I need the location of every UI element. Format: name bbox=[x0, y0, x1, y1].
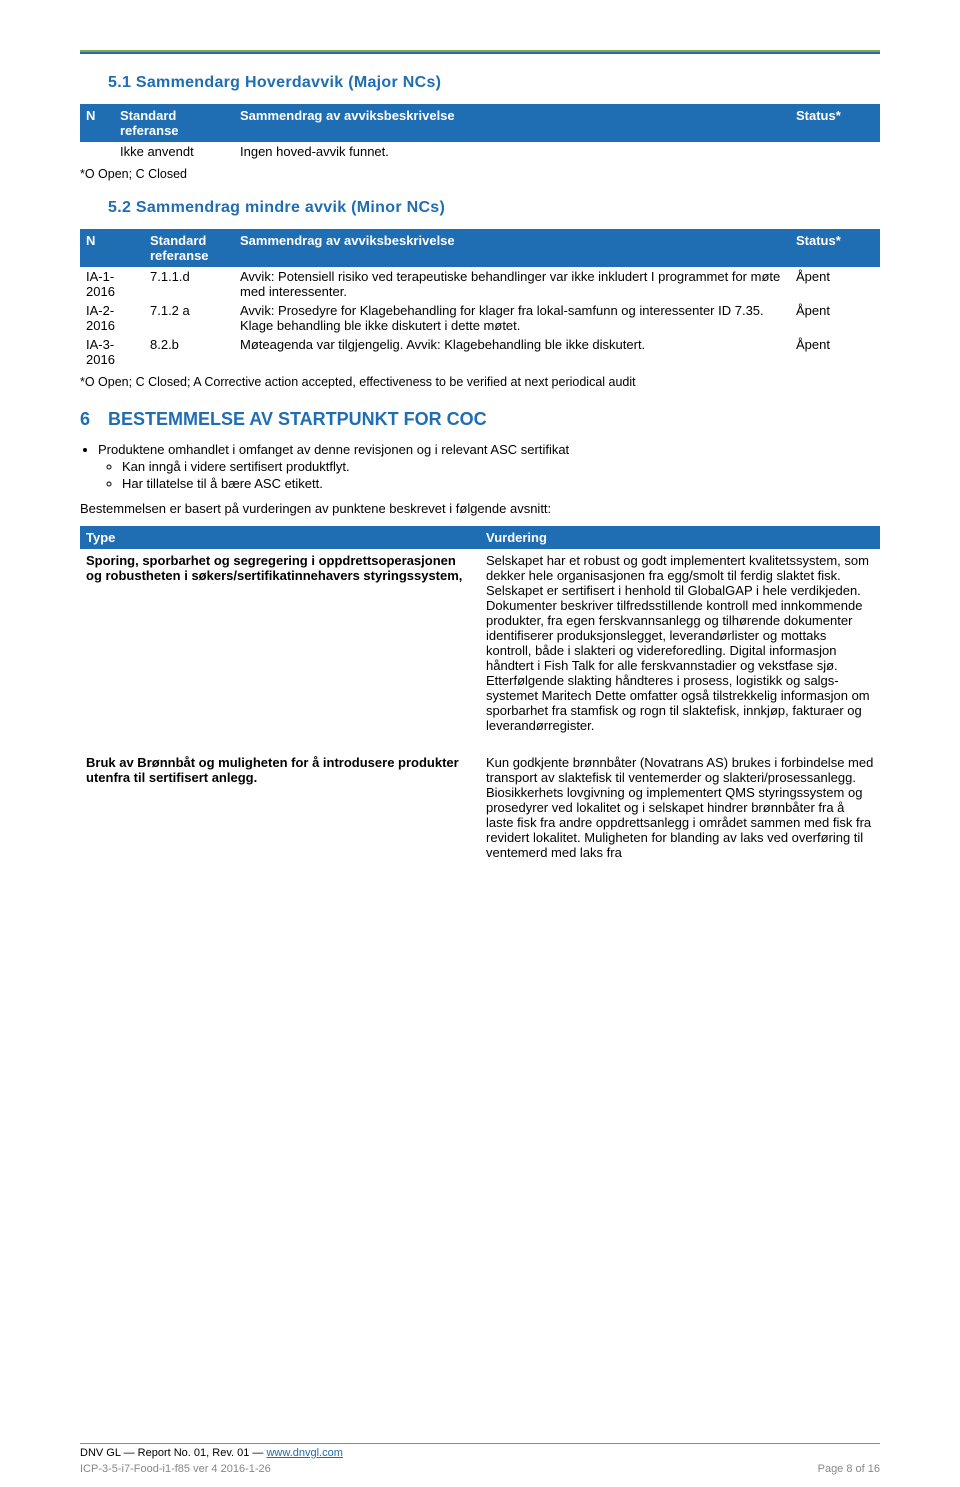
th-ref: Standard referanse bbox=[144, 229, 234, 267]
th-status: Status* bbox=[790, 104, 880, 142]
th-ref: Standard referanse bbox=[114, 104, 234, 142]
th-n: N bbox=[80, 104, 114, 142]
cell-ref: 7.1.2 a bbox=[144, 301, 234, 335]
para-assessment-intro: Bestemmelsen er basert på vurderingen av… bbox=[80, 501, 880, 516]
cell-status: Åpent bbox=[790, 267, 880, 301]
footer-link[interactable]: www.dnvgl.com bbox=[266, 1447, 342, 1459]
cell-ref: Ikke anvendt bbox=[114, 142, 234, 161]
cell-status: Åpent bbox=[790, 301, 880, 335]
table-assessment: Type Vurdering Sporing, sporbarhet og se… bbox=[80, 526, 880, 864]
assess-label: Sporing, sporbarhet og segregering i opp… bbox=[80, 549, 480, 737]
heading-6: 6BESTEMMELSE AV STARTPUNKT FOR COC bbox=[80, 409, 880, 430]
footer-doc-id: ICP-3-5-i7-Food-i1-f85 ver 4 2016-1-26 bbox=[80, 1463, 271, 1475]
footnote-51: *O Open; C Closed bbox=[80, 167, 880, 181]
cell-status bbox=[790, 142, 880, 161]
table-row: IA-1-2016 7.1.1.d Avvik: Potensiell risi… bbox=[80, 267, 880, 301]
footer-page-number: Page 8 of 16 bbox=[818, 1463, 880, 1475]
assess-label: Bruk av Brønnbåt og muligheten for å int… bbox=[80, 751, 480, 864]
list-item: Produktene omhandlet i omfanget av denne… bbox=[98, 442, 880, 491]
table-major-ncs: N Standard referanse Sammendrag av avvik… bbox=[80, 104, 880, 161]
bullet-list: Produktene omhandlet i omfanget av denne… bbox=[80, 442, 880, 491]
table-minor-ncs: N Standard referanse Sammendrag av avvik… bbox=[80, 229, 880, 369]
heading-6-num: 6 bbox=[80, 409, 108, 430]
th-type: Type bbox=[80, 526, 480, 549]
page: 5.1 Sammendarg Hoverdavvik (Major NCs) N… bbox=[0, 0, 960, 1487]
spacer bbox=[80, 737, 880, 751]
cell-desc: Avvik: Prosedyre for Klagebehandling for… bbox=[234, 301, 790, 335]
th-status: Status* bbox=[790, 229, 880, 267]
list-item: Har tillatelse til å bære ASC etikett. bbox=[122, 476, 880, 491]
cell-ref: 8.2.b bbox=[144, 335, 234, 369]
table-row: IA-2-2016 7.1.2 a Avvik: Prosedyre for K… bbox=[80, 301, 880, 335]
footer-report: DNV GL — Report No. 01, Rev. 01 — bbox=[80, 1447, 266, 1459]
cell-n: IA-3-2016 bbox=[80, 335, 144, 369]
top-rule bbox=[80, 50, 880, 54]
heading-5-1: 5.1 Sammendarg Hoverdavvik (Major NCs) bbox=[108, 74, 880, 92]
heading-5-2: 5.2 Sammendrag mindre avvik (Minor NCs) bbox=[108, 199, 880, 217]
footnote-52: *O Open; C Closed; A Corrective action a… bbox=[80, 375, 880, 389]
cell-desc: Ingen hoved-avvik funnet. bbox=[234, 142, 790, 161]
cell-status: Åpent bbox=[790, 335, 880, 369]
assess-text: Kun godkjente brønnbåter (Novatrans AS) … bbox=[480, 751, 880, 864]
cell-desc: Møteagenda var tilgjengelig. Avvik: Klag… bbox=[234, 335, 790, 369]
bullet-text: Produktene omhandlet i omfanget av denne… bbox=[98, 442, 569, 457]
list-item: Kan inngå i videre sertifisert produktfl… bbox=[122, 459, 880, 474]
table-row: Sporing, sporbarhet og segregering i opp… bbox=[80, 549, 880, 737]
cell-desc: Avvik: Potensiell risiko ved terapeutisk… bbox=[234, 267, 790, 301]
th-assess: Vurdering bbox=[480, 526, 880, 549]
cell-n bbox=[80, 142, 114, 161]
assess-text: Selskapet har et robust og godt implemen… bbox=[480, 549, 880, 737]
cell-ref: 7.1.1.d bbox=[144, 267, 234, 301]
table-row: Bruk av Brønnbåt og muligheten for å int… bbox=[80, 751, 880, 864]
th-desc: Sammendrag av avviksbeskrivelse bbox=[234, 104, 790, 142]
table-row: Ikke anvendt Ingen hoved-avvik funnet. bbox=[80, 142, 880, 161]
th-desc: Sammendrag av avviksbeskrivelse bbox=[234, 229, 790, 267]
heading-6-text: BESTEMMELSE AV STARTPUNKT FOR COC bbox=[108, 409, 487, 429]
th-n: N bbox=[80, 229, 144, 267]
page-footer: DNV GL — Report No. 01, Rev. 01 — www.dn… bbox=[80, 1443, 880, 1475]
table-row: IA-3-2016 8.2.b Møteagenda var tilgjenge… bbox=[80, 335, 880, 369]
cell-n: IA-2-2016 bbox=[80, 301, 144, 335]
cell-n: IA-1-2016 bbox=[80, 267, 144, 301]
